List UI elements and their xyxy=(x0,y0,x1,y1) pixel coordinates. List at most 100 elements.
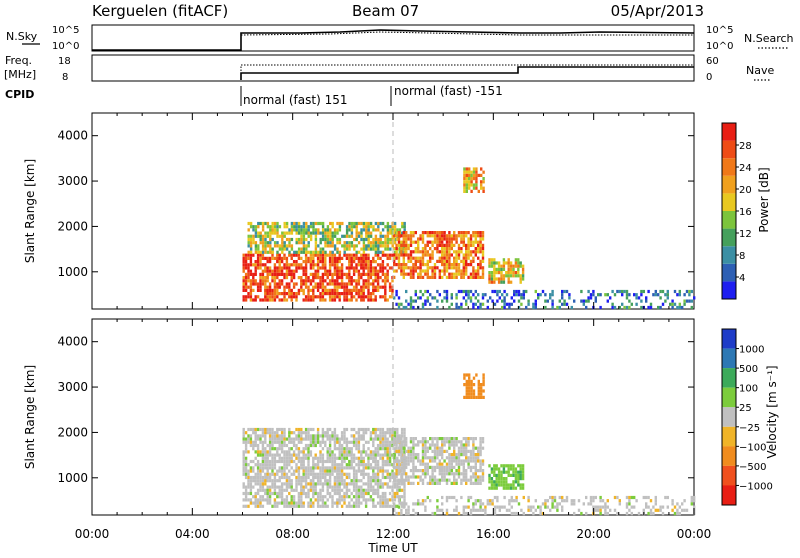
echo-cell xyxy=(421,502,425,506)
echo-cell xyxy=(510,505,513,509)
echo-cell xyxy=(445,440,449,444)
echo-cell xyxy=(421,437,425,441)
echo-cell xyxy=(450,275,453,279)
echo-cell xyxy=(498,289,501,294)
echo-cell xyxy=(491,289,494,294)
echo-cell xyxy=(295,485,298,489)
echo-cell xyxy=(343,250,346,254)
echo-cell xyxy=(507,473,510,477)
echo-cell xyxy=(324,475,327,480)
echo-cell xyxy=(424,449,427,453)
echo-cell xyxy=(433,475,437,479)
echo-cell xyxy=(278,247,282,251)
echo-cell xyxy=(360,491,363,496)
echo-cell xyxy=(252,225,255,229)
echo-cell xyxy=(431,240,434,244)
echo-cell xyxy=(469,456,473,460)
echo-cell xyxy=(333,482,337,486)
echo-cell xyxy=(372,475,375,480)
echo-cell xyxy=(285,479,289,483)
echo-cell xyxy=(558,305,561,310)
echo-cell xyxy=(618,502,621,506)
echo-cell xyxy=(490,480,494,484)
echo-cell xyxy=(302,292,305,296)
echo-cell xyxy=(372,279,375,283)
echo-cell xyxy=(285,459,289,464)
echo-cell xyxy=(592,293,595,297)
echo-cell xyxy=(384,482,387,486)
echo-cell xyxy=(244,256,248,260)
echo-cell xyxy=(288,237,291,242)
echo-cell xyxy=(300,437,303,441)
echo-cell xyxy=(244,285,248,289)
echo-cell xyxy=(355,292,358,296)
echo-cell xyxy=(673,505,677,509)
echo-cell xyxy=(398,485,401,489)
echo-cell xyxy=(302,228,306,232)
echo-cell xyxy=(438,234,441,238)
echo-cell xyxy=(379,466,382,470)
echo-cell xyxy=(365,247,368,251)
echo-cell xyxy=(242,256,245,260)
echo-cell xyxy=(357,260,361,264)
echo-cell xyxy=(693,505,696,509)
echo-cell xyxy=(510,499,513,503)
echo-cell xyxy=(316,440,320,444)
echo-cell xyxy=(445,243,449,247)
echo-cell xyxy=(312,272,315,276)
echo-cell xyxy=(297,491,301,496)
echo-cell xyxy=(460,446,463,450)
echo-cell xyxy=(412,481,415,485)
echo-cell xyxy=(384,247,387,251)
echo-cell xyxy=(510,495,513,500)
echo-cell xyxy=(519,274,522,278)
echo-cell xyxy=(649,511,653,516)
echo-cell xyxy=(481,293,485,297)
echo-cell xyxy=(438,269,441,273)
echo-cell xyxy=(329,244,332,248)
echo-cell xyxy=(266,288,269,292)
echo-cell xyxy=(352,288,356,292)
echo-cell xyxy=(436,499,439,503)
echo-cell xyxy=(276,427,279,432)
echo-cell xyxy=(345,272,349,276)
echo-cell xyxy=(493,264,496,268)
echo-cell xyxy=(348,501,351,505)
echo-cell xyxy=(414,502,417,506)
echo-cell xyxy=(407,237,410,241)
echo-cell xyxy=(280,443,284,448)
echo-cell xyxy=(472,505,475,509)
echo-cell xyxy=(465,449,468,453)
echo-cell xyxy=(522,511,525,516)
echo-cell xyxy=(519,483,522,487)
echo-cell xyxy=(357,501,361,505)
echo-cell xyxy=(355,447,358,451)
echo-cell xyxy=(421,459,425,463)
echo-cell xyxy=(618,289,621,294)
echo-cell xyxy=(288,250,291,254)
echo-cell xyxy=(319,282,322,286)
echo-cell xyxy=(302,225,306,229)
echo-cell xyxy=(497,470,501,474)
echo-cell xyxy=(355,225,358,229)
echo-cell xyxy=(661,302,665,306)
echo-cell xyxy=(355,282,358,286)
echo-cell xyxy=(402,502,405,506)
echo-cell xyxy=(688,299,691,303)
echo-cell xyxy=(402,440,405,444)
echo-cell xyxy=(333,263,337,267)
echo-cell xyxy=(312,495,315,499)
echo-cell xyxy=(369,225,373,229)
echo-cell xyxy=(374,459,377,464)
echo-cell xyxy=(336,491,339,496)
echo-cell xyxy=(268,269,272,273)
echo-cell xyxy=(362,288,365,292)
echo-cell xyxy=(326,272,329,276)
echo-cell xyxy=(472,508,475,512)
echo-cell xyxy=(381,463,385,467)
echo-cell xyxy=(360,266,363,270)
echo-cell xyxy=(541,502,545,506)
echo-cell xyxy=(307,234,310,238)
echo-cell xyxy=(448,456,451,460)
echo-cell xyxy=(606,293,609,297)
